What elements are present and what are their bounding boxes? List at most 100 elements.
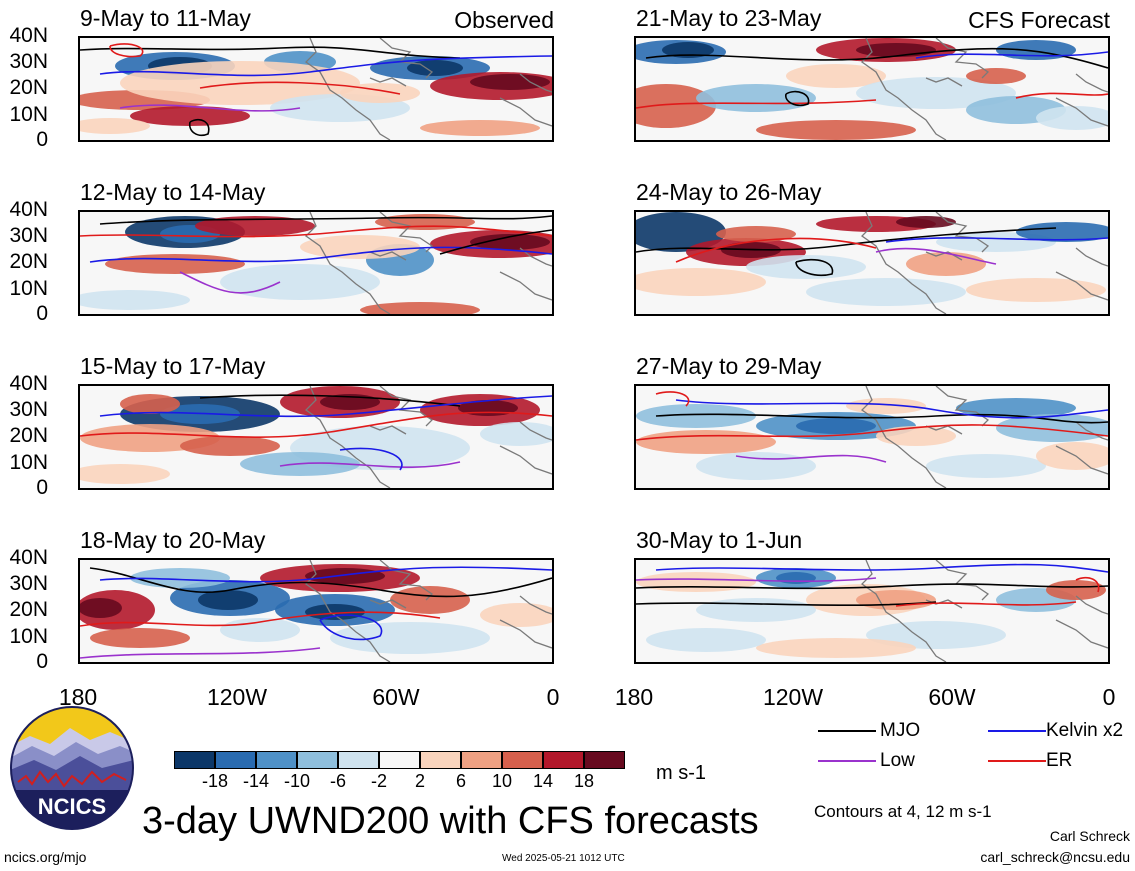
wave-contour [279,461,461,468]
x-tick-label: 60W [372,684,420,710]
anomaly-region [756,120,916,140]
y-tick-label: 10N [9,451,48,474]
source-url: ncics.org/mjo [4,849,87,865]
legend-label-kelvin: Kelvin x2 [1046,720,1124,741]
colorbar-swatch [420,751,461,769]
anomaly-region [746,255,866,279]
wave-contour [636,99,877,109]
y-tick-label: 0 [36,476,48,499]
anomaly-region [360,302,480,314]
colorbar-swatch [256,751,297,769]
colorbar-swatch [174,751,215,769]
anomaly-region [80,464,170,484]
anomaly-region [696,598,816,622]
wave-contour [636,227,1057,253]
wave-contour [636,577,877,583]
y-tick-label: 0 [36,128,48,151]
anomaly-region [470,74,550,90]
wave-contour [655,391,690,407]
y-tick-label: 40N [9,198,48,221]
colorbar-label: 14 [532,771,554,791]
map-plot [636,560,1108,662]
anomaly-region [896,216,956,228]
wave-contour [319,614,383,641]
anomaly-region [856,43,936,57]
map-plot [80,560,552,662]
wave-contour [80,46,461,59]
colorbar-label: -6 [329,771,347,791]
colorbar-label: 2 [414,771,426,791]
wave-contour [655,563,1108,573]
panel-title: 15-May to 17-May [80,353,266,379]
colorbar-swatch [543,751,584,769]
y-tick-label: 20N [9,598,48,621]
ncics-logo: NCICS [10,706,134,830]
anomaly-region [120,394,180,414]
wave-contour [80,225,552,238]
logo-text: NCICS [38,794,106,819]
anomaly-region [130,106,250,126]
anomaly-region [636,404,756,428]
panel-title: 9-May to 11-May [80,5,251,31]
wave-contour [188,118,210,137]
anomaly-region [1046,580,1106,600]
anomaly-region [636,572,756,592]
y-tick-label: 30N [9,572,48,595]
anomaly-region [80,290,190,310]
y-tick-label: 10N [9,103,48,126]
wave-contour [655,413,1108,424]
y-tick-label: 10N [9,277,48,300]
wave-contour [80,611,441,627]
x-tick-label: 180 [614,684,654,710]
map-panel [634,36,1110,142]
map-panel [634,384,1110,490]
map-panel [634,210,1110,316]
y-tick-label: 0 [36,302,48,325]
anomaly-region [300,235,420,259]
wave-contour [645,47,1108,69]
map-panel [78,36,554,142]
legend-line-kelvin [988,730,1046,732]
anomaly-region [786,64,886,88]
anomaly-region [856,590,936,610]
map-panel [78,558,554,664]
anomaly-region [796,418,876,434]
legend-line-low [818,760,876,762]
wave-contour [199,394,461,407]
y-tick-label: 30N [9,50,48,73]
anomaly-region [806,278,966,306]
anomaly-region [856,77,1016,109]
wave-contour [1015,92,1108,99]
y-tick-label: 20N [9,250,48,273]
anomaly-region [646,628,766,652]
x-tick-label: 120W [206,684,268,710]
map-panel [78,384,554,490]
y-tick-label: 0 [36,650,48,673]
anomaly-region [966,278,1106,302]
legend-label-er: ER [1046,750,1073,771]
wave-contour [735,454,887,463]
wave-contour [89,567,552,598]
anomaly-region [906,252,986,276]
wave-contour [785,90,810,107]
timestamp: Wed 2025-05-21 1012 UTC [502,853,625,864]
anomaly-region [420,120,540,136]
anomaly-region [390,586,470,614]
anomaly-region [105,254,245,274]
colorbar-swatch [215,751,256,769]
units-label: m s-1 [656,762,706,784]
wave-contour [80,411,552,438]
wave-contour [119,104,301,112]
map-plot [80,386,552,488]
x-tick-label: 0 [546,684,560,710]
colorbar-label: -14 [242,771,270,791]
wave-contour [99,395,552,418]
y-tick-label: 20N [9,424,48,447]
legend-line-er [988,760,1046,762]
anomaly-region [195,216,315,236]
wave-contour [80,647,321,659]
map-panel [78,210,554,316]
wave-contour [915,51,1108,59]
anomaly-region [407,60,463,76]
anomaly-region [776,572,816,584]
